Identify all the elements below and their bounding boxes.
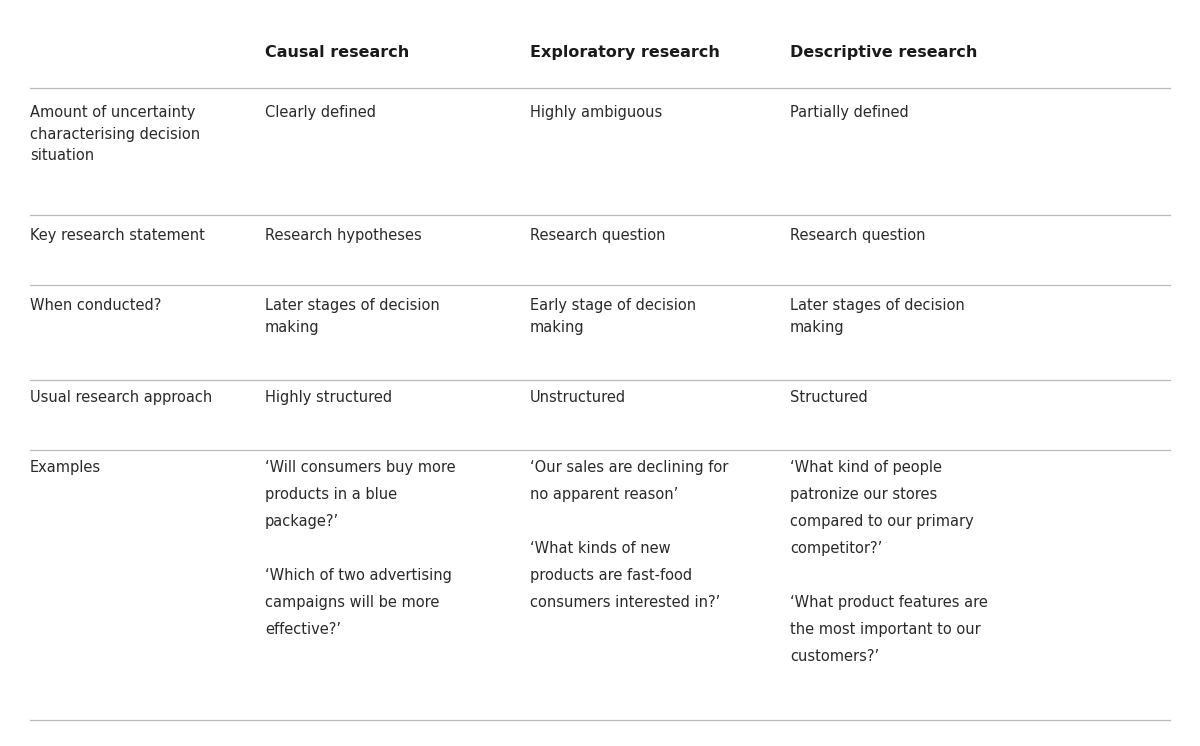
Text: Clearly defined: Clearly defined	[265, 105, 376, 120]
Text: ‘Will consumers buy more
products in a blue
package?’

‘Which of two advertising: ‘Will consumers buy more products in a b…	[265, 460, 456, 637]
Text: Amount of uncertainty
characterising decision
situation: Amount of uncertainty characterising dec…	[30, 105, 200, 163]
Text: Exploratory research: Exploratory research	[530, 45, 720, 60]
Text: Causal research: Causal research	[265, 45, 409, 60]
Text: Usual research approach: Usual research approach	[30, 390, 212, 405]
Text: Research question: Research question	[530, 228, 666, 243]
Text: Early stage of decision
making: Early stage of decision making	[530, 298, 696, 335]
Text: Later stages of decision
making: Later stages of decision making	[790, 298, 965, 335]
Text: Research hypotheses: Research hypotheses	[265, 228, 421, 243]
Text: ‘What kind of people
patronize our stores
compared to our primary
competitor?’

: ‘What kind of people patronize our store…	[790, 460, 988, 664]
Text: Descriptive research: Descriptive research	[790, 45, 977, 60]
Text: Highly ambiguous: Highly ambiguous	[530, 105, 662, 120]
Text: Later stages of decision
making: Later stages of decision making	[265, 298, 439, 335]
Text: Examples: Examples	[30, 460, 101, 475]
Text: Structured: Structured	[790, 390, 868, 405]
Text: Highly structured: Highly structured	[265, 390, 392, 405]
Text: When conducted?: When conducted?	[30, 298, 161, 313]
Text: Partially defined: Partially defined	[790, 105, 908, 120]
Text: Unstructured: Unstructured	[530, 390, 626, 405]
Text: Key research statement: Key research statement	[30, 228, 205, 243]
Text: ‘Our sales are declining for
no apparent reason’

‘What kinds of new
products ar: ‘Our sales are declining for no apparent…	[530, 460, 728, 610]
Text: Research question: Research question	[790, 228, 925, 243]
